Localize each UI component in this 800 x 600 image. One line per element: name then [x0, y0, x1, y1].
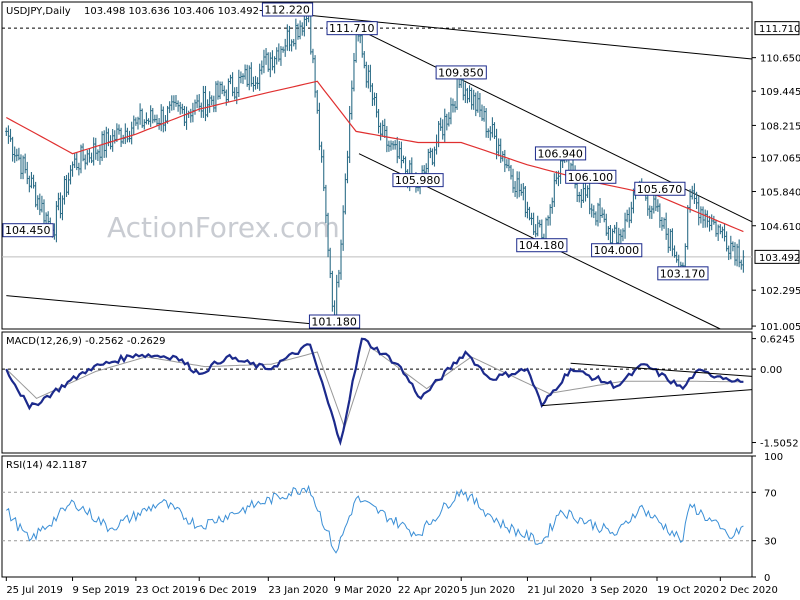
price-axis-marker: 103.492 [759, 253, 800, 264]
price-y-tick-label: 101.005 [760, 322, 800, 333]
price-annotation-box [261, 2, 314, 17]
macd-y-tick-label: -1.5052 [760, 439, 799, 450]
macd-title: MACD(12,26,9) -0.2562 -0.2629 [6, 336, 166, 347]
price-panel-frame [1, 1, 753, 330]
price-axis-marker-box [754, 249, 800, 264]
price-annotation: 105.670 [637, 183, 683, 196]
price-annotation-box [634, 181, 686, 196]
price-annotation: 104.450 [5, 224, 51, 237]
macd-layer [2, 337, 753, 447]
price-annotation: 104.180 [519, 239, 565, 252]
price-trendline [6, 295, 354, 329]
price-annotation: 105.980 [395, 174, 441, 187]
x-tick-label: 19 Oct 2020 [657, 585, 719, 596]
rsi-title: RSI(14) 42.1187 [6, 460, 87, 471]
x-tick-label: 21 Jul 2020 [527, 585, 584, 596]
price-y-tick-label: 104.610 [760, 222, 800, 233]
price-annotation: 104.000 [594, 244, 640, 257]
price-annotation: 109.850 [438, 66, 484, 79]
price-annotation-box [516, 238, 568, 253]
price-annotation: 112.220 [264, 4, 310, 17]
price-annotation-box [308, 314, 361, 329]
price-annotation-box [565, 169, 617, 184]
rsi-y-tick-label: 100 [764, 452, 783, 463]
x-tick-label: 9 Sep 2019 [73, 585, 130, 596]
rsi-y-tick-label: 30 [764, 537, 777, 548]
price-annotation: 101.180 [311, 316, 357, 329]
x-tick-label: 23 Jan 2020 [268, 585, 328, 596]
price-y-tick-label: 107.065 [760, 153, 800, 164]
rsi-layer [2, 484, 752, 554]
price-axis-marker: 111.710 [759, 24, 800, 35]
x-tick-label: 6 Dec 2019 [199, 585, 257, 596]
price-y-tick-label: 108.215 [760, 121, 800, 132]
ohlc-header: 103.498 103.636 103.406 103.492 [84, 6, 259, 17]
price-annotation: 106.940 [537, 147, 583, 160]
price-axis-marker-box [754, 21, 800, 36]
price-trendline [259, 9, 753, 60]
watermark: ActionForex.com [107, 211, 340, 244]
price-annotation-box [534, 146, 587, 161]
x-tick-label: 25 Jul 2019 [6, 585, 63, 596]
x-tick-label: 5 Jun 2020 [461, 585, 515, 596]
rsi-y-tick-label: 70 [764, 488, 777, 499]
price-annotation-box [2, 223, 54, 238]
x-tick-label: 2 Dec 2020 [720, 585, 778, 596]
x-tick-label: 3 Sep 2020 [591, 585, 648, 596]
macd-trendline [541, 389, 753, 407]
price-y-tick-label: 109.445 [760, 87, 800, 98]
price-annotation: 103.170 [660, 267, 706, 280]
price-annotation: 106.100 [568, 171, 614, 184]
price-y-tick-label: 102.295 [760, 286, 800, 297]
price-annotation-box [326, 21, 378, 36]
macd-y-tick-label: 0.00 [760, 365, 782, 376]
instrument-label: USDJPY,Daily [6, 6, 71, 17]
price-trendline [355, 27, 753, 223]
moving-average-line [6, 80, 744, 233]
price-annotation-box [392, 173, 444, 188]
rsi-line [6, 484, 744, 554]
rsi-panel-frame [1, 455, 753, 578]
price-annotation-box [435, 65, 487, 80]
price-annotation-box [591, 243, 643, 258]
rsi-y-tick-label: 0 [764, 573, 770, 584]
price-layer: 112.220 111.710 109.850 106.940 106.100 105.6… [2, 2, 753, 330]
price-annotation-box [657, 266, 709, 281]
price-annotation: 111.710 [329, 22, 375, 35]
price-y-tick-label: 110.650 [760, 54, 800, 65]
macd-trendline [570, 362, 753, 377]
x-tick-label: 9 Mar 2020 [335, 585, 392, 596]
macd-line [5, 337, 744, 447]
x-tick-label: 22 Apr 2020 [398, 585, 460, 596]
axis-layer: 110.650 109.445 108.215 107.065 105.840 104.6… [5, 21, 800, 596]
x-tick-label: 23 Oct 2019 [136, 585, 198, 596]
macd-y-tick-label: 0.6245 [760, 335, 795, 346]
price-y-tick-label: 105.840 [760, 188, 800, 199]
